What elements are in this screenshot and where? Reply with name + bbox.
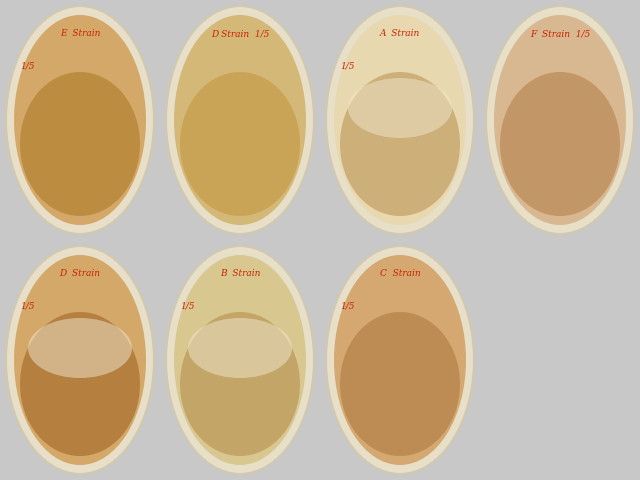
Text: 1/5: 1/5 — [20, 61, 35, 71]
Ellipse shape — [340, 72, 460, 216]
Text: 1/5: 1/5 — [180, 301, 195, 311]
Ellipse shape — [6, 6, 154, 234]
Text: C  Strain: C Strain — [380, 269, 420, 278]
Ellipse shape — [14, 15, 146, 225]
Ellipse shape — [500, 72, 620, 216]
Ellipse shape — [188, 318, 292, 378]
Text: 1/5: 1/5 — [340, 61, 355, 71]
Ellipse shape — [494, 15, 626, 225]
Text: 1/5: 1/5 — [340, 301, 355, 311]
Text: A  Strain: A Strain — [380, 29, 420, 38]
Ellipse shape — [326, 246, 474, 474]
Ellipse shape — [174, 15, 306, 225]
Ellipse shape — [20, 312, 140, 456]
Ellipse shape — [180, 72, 300, 216]
Ellipse shape — [166, 6, 314, 234]
Ellipse shape — [334, 255, 466, 465]
Ellipse shape — [28, 318, 132, 378]
Ellipse shape — [174, 255, 306, 465]
Ellipse shape — [334, 15, 466, 225]
Text: D Strain  1/5: D Strain 1/5 — [211, 29, 269, 38]
Ellipse shape — [166, 246, 314, 474]
Ellipse shape — [348, 78, 452, 138]
Text: D  Strain: D Strain — [60, 269, 100, 278]
Ellipse shape — [486, 6, 634, 234]
Text: E  Strain: E Strain — [60, 29, 100, 38]
Text: B  Strain: B Strain — [220, 269, 260, 278]
Text: 1/5: 1/5 — [20, 301, 35, 311]
Text: F  Strain  1/5: F Strain 1/5 — [530, 29, 590, 38]
Ellipse shape — [20, 72, 140, 216]
Ellipse shape — [180, 312, 300, 456]
Ellipse shape — [340, 312, 460, 456]
Ellipse shape — [6, 246, 154, 474]
Ellipse shape — [14, 255, 146, 465]
Ellipse shape — [326, 6, 474, 234]
